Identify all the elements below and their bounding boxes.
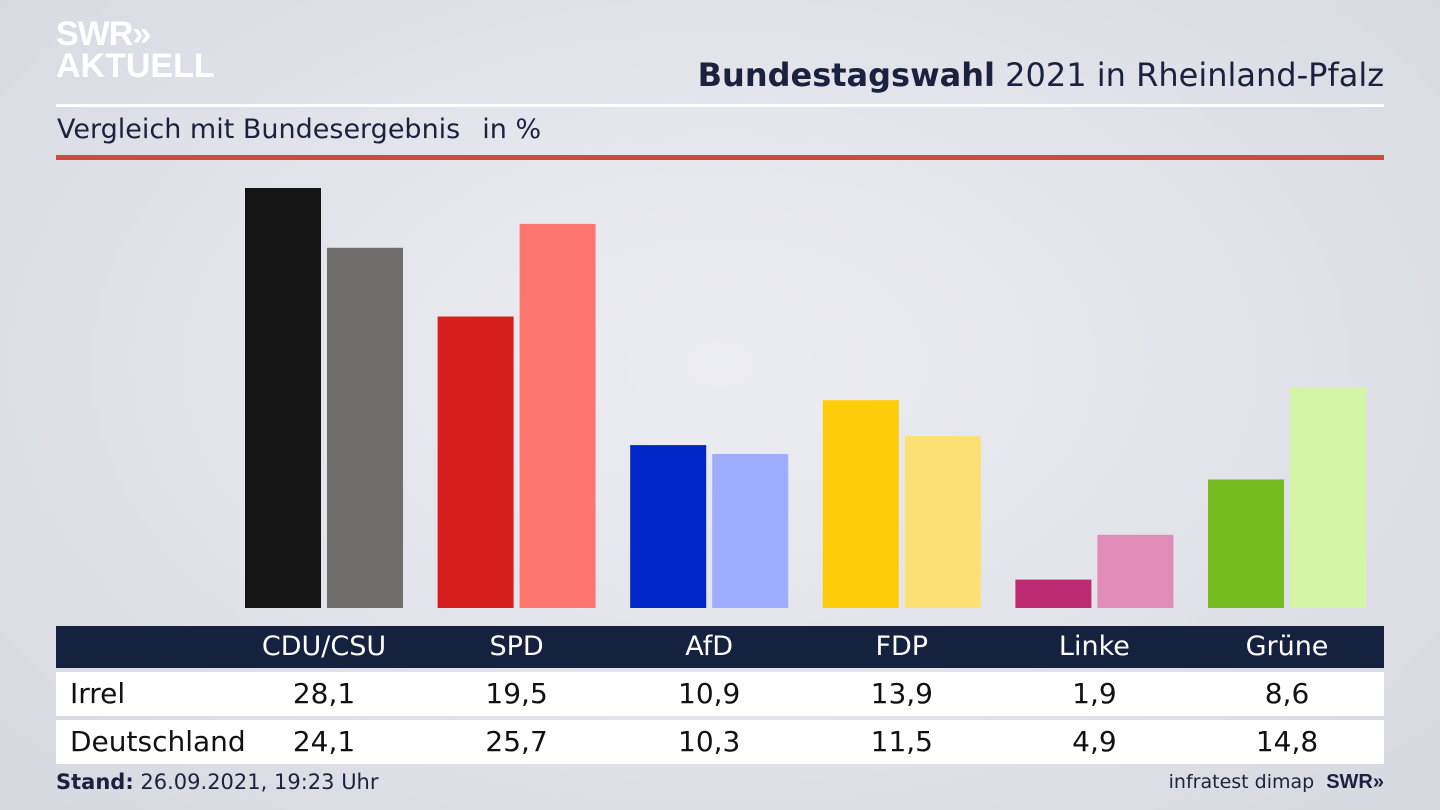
column-header-linke: Linke <box>1058 631 1130 662</box>
value-deutschland-spd: 25,7 <box>485 725 548 758</box>
value-irrel-afd: 10,9 <box>678 677 741 710</box>
title-rest: 2021 in Rheinland-Pfalz <box>1005 56 1384 94</box>
logo-line-2: AKTUELL <box>56 47 215 85</box>
swr-aktuell-logo: SWR» AKTUELL <box>56 15 215 85</box>
column-header-afd: AfD <box>685 631 734 662</box>
row-label-irrel: Irrel <box>70 677 126 710</box>
source-text: infratest dimap <box>1168 771 1315 793</box>
column-header-cdu-csu: CDU/CSU <box>261 631 387 662</box>
value-irrel-grüne: 8,6 <box>1264 677 1310 710</box>
stand-label: Stand: <box>56 770 134 794</box>
bar-afd-irrel <box>630 445 707 608</box>
logo-line-1: SWR» <box>56 15 151 53</box>
timestamp: Stand: 26.09.2021, 19:23 Uhr <box>56 770 379 794</box>
chart-subtitle: Vergleich mit Bundesergebnis in % <box>57 114 541 145</box>
value-deutschland-linke: 4,9 <box>1072 725 1117 758</box>
table-row-irrel: Irrel 28,1 19,5 10,9 13,9 1,9 8,6 <box>56 672 1384 716</box>
value-irrel-cdu-csu: 28,1 <box>292 677 356 710</box>
subtitle-unit: in % <box>482 114 542 145</box>
bar-grüne-deutschland <box>1290 386 1366 608</box>
value-deutschland-cdu-csu: 24,1 <box>292 725 356 758</box>
bar-grüne-irrel <box>1208 479 1284 608</box>
bar-spd-irrel <box>437 316 514 608</box>
value-irrel-spd: 19,5 <box>485 677 548 710</box>
footer-swr-logo: SWR» <box>1326 771 1384 793</box>
results-table: CDU/CSU SPD AfD FDP Linke Grüne Irrel 28,1 19,… <box>56 626 1384 764</box>
stand-value: 26.09.2021, 19:23 Uhr <box>140 770 379 794</box>
table-row-deutschland: Deutschland 24,1 25,7 10,3 11,5 4,9 14,8 <box>56 720 1384 764</box>
accent-divider <box>56 155 1384 160</box>
bar-chart <box>245 188 1366 609</box>
column-header-spd: SPD <box>489 631 544 662</box>
bar-linke-irrel <box>1015 579 1092 608</box>
page-title: Bundestagswahl 2021 in Rheinland-Pfalz <box>698 56 1384 94</box>
value-deutschland-fdp: 11,5 <box>870 725 933 758</box>
bar-afd-deutschland <box>712 454 789 608</box>
value-deutschland-afd: 10,3 <box>678 725 741 758</box>
bar-fdp-deutschland <box>904 436 981 608</box>
header-divider <box>56 104 1384 107</box>
column-header-fdp: FDP <box>875 631 929 662</box>
bar-fdp-irrel <box>822 400 899 608</box>
subtitle-text: Vergleich mit Bundesergebnis <box>57 114 461 145</box>
row-label-deutschland: Deutschland <box>70 725 246 758</box>
bar-cdu-csu-deutschland <box>327 247 403 609</box>
value-irrel-linke: 1,9 <box>1072 677 1117 710</box>
source-credit: infratest dimap SWR» <box>1169 771 1384 794</box>
value-deutschland-grüne: 14,8 <box>1255 725 1319 758</box>
bar-cdu-csu-irrel <box>245 188 321 608</box>
value-irrel-fdp: 13,9 <box>870 677 933 710</box>
title-bold: Bundestagswahl <box>697 56 995 94</box>
bar-linke-deutschland <box>1097 534 1174 608</box>
table-header-row: CDU/CSU SPD AfD FDP Linke Grüne <box>56 626 1384 668</box>
bar-spd-deutschland <box>519 223 596 608</box>
column-header-grüne: Grüne <box>1245 631 1329 662</box>
